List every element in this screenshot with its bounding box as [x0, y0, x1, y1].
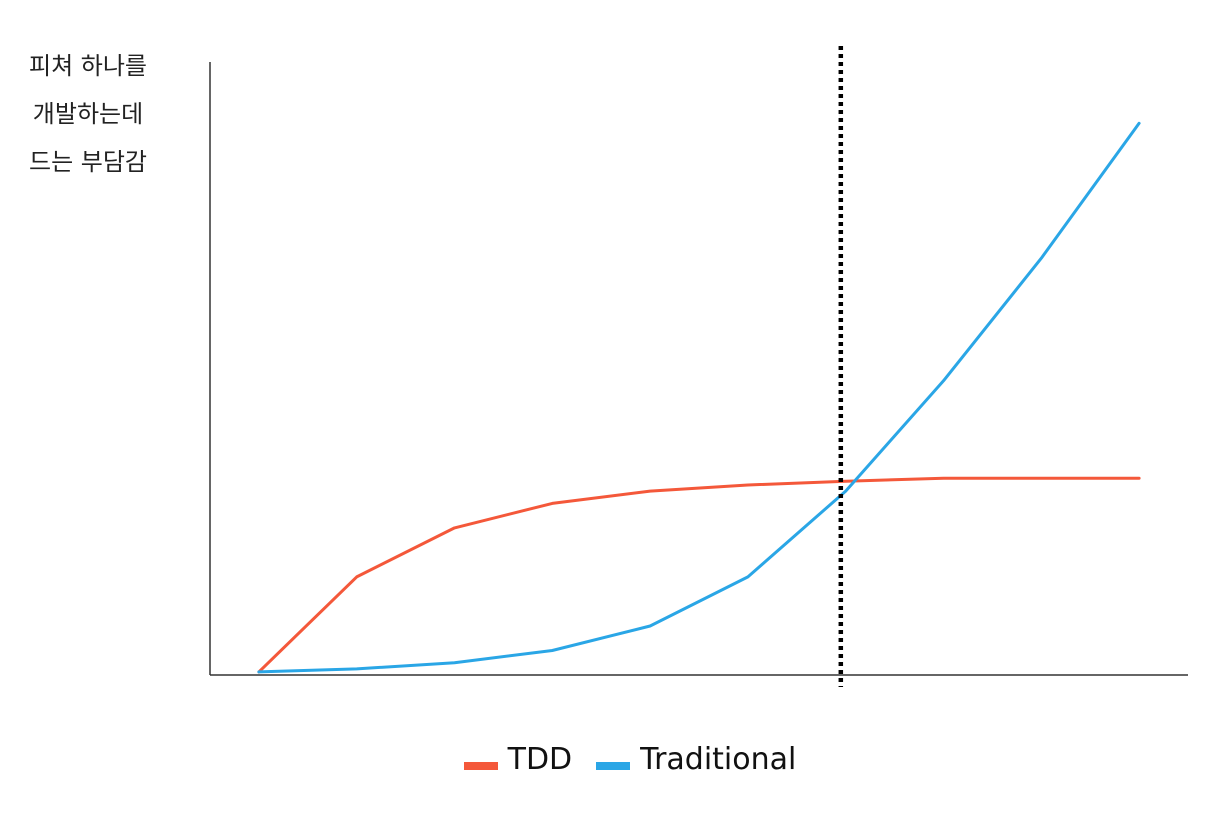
- legend-swatch-tdd: [463, 761, 498, 770]
- series-line-traditional: [257, 121, 1141, 674]
- legend-item-traditional: Traditional: [596, 742, 796, 777]
- legend: TDD Traditional: [0, 742, 1220, 777]
- legend-item-tdd: TDD: [463, 742, 573, 777]
- y-axis-label-line-1: 피쳐 하나를: [28, 52, 148, 80]
- y-axis-label: 피쳐 하나를 개발하는데 드는 부담감: [6, 42, 170, 186]
- series-line-tdd: [257, 476, 1141, 674]
- y-axis-label-line-2: 개발하는데: [32, 100, 144, 128]
- legend-label-traditional: Traditional: [640, 742, 797, 777]
- legend-label-tdd: TDD: [507, 742, 573, 777]
- legend-swatch-traditional: [596, 761, 631, 770]
- y-axis-label-line-3: 드는 부담감: [28, 148, 148, 176]
